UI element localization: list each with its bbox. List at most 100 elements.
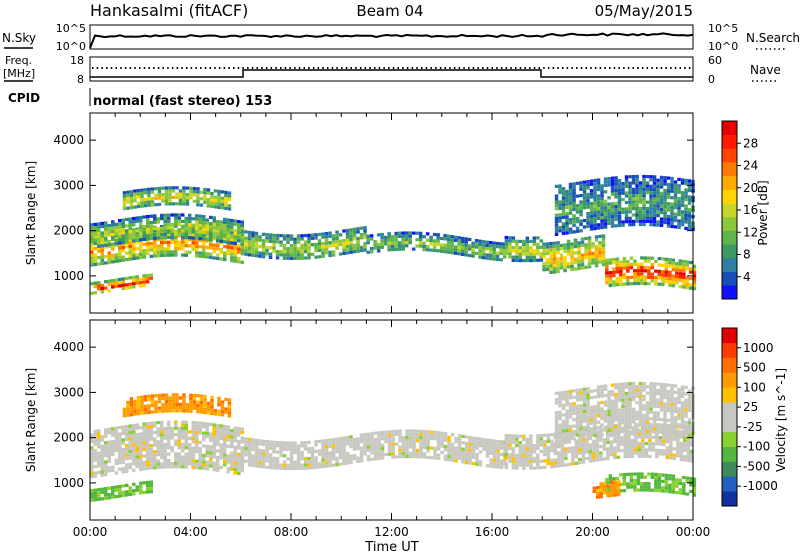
heatmap-cell: [419, 452, 423, 456]
heatmap-cell: [621, 188, 625, 192]
heatmap-cell: [146, 239, 150, 243]
heatmap-cell: [565, 202, 569, 206]
heatmap-cell: [352, 234, 357, 238]
heatmap-cell: [100, 231, 104, 235]
heatmap-cell: [654, 472, 658, 476]
heatmap-cell: [230, 249, 234, 253]
heatmap-cell: [525, 255, 530, 259]
heatmap-cell: [328, 241, 332, 245]
heatmap-cell: [598, 247, 602, 251]
heatmap-cell: [677, 203, 681, 207]
heatmap-cell: [198, 251, 202, 255]
heatmap-cell: [608, 258, 613, 262]
colorbar-tick-label: 24: [743, 159, 758, 173]
heatmap-cell: [630, 442, 635, 446]
heatmap-cell: [191, 459, 195, 463]
heatmap-cell: [237, 430, 241, 434]
heatmap-cell: [461, 450, 465, 454]
heatmap-cell: [418, 238, 423, 242]
heatmap-cell: [114, 458, 118, 462]
heatmap-cell: [588, 459, 593, 463]
heatmap-cell: [157, 186, 162, 190]
heatmap-cell: [202, 460, 206, 464]
heatmap-cell: [405, 455, 409, 459]
heatmap-cell: [558, 219, 562, 223]
heatmap-cell: [676, 447, 680, 451]
heatmap-cell: [588, 446, 593, 450]
heatmap-cell: [436, 431, 441, 435]
heatmap-cell: [366, 237, 370, 242]
heatmap-cell: [342, 462, 346, 466]
heatmap-cell: [349, 444, 353, 449]
heatmap-cell: [464, 451, 469, 455]
heatmap-cell: [160, 436, 164, 440]
heatmap-cell: [467, 237, 472, 242]
heatmap-cell: [589, 195, 594, 199]
heatmap-cell: [678, 269, 683, 273]
heatmap-cell: [195, 459, 199, 463]
heatmap-cell: [649, 404, 653, 408]
heatmap-cell: [439, 249, 444, 253]
heatmap-cell: [307, 460, 311, 464]
heatmap-cell: [212, 237, 216, 241]
heatmap-cell: [146, 434, 150, 438]
heatmap-cell: [557, 457, 561, 461]
heatmap-cell: [163, 229, 167, 233]
heatmap-cell: [468, 435, 472, 440]
heatmap-cell: [619, 270, 623, 274]
heatmap-cell: [558, 213, 562, 217]
heatmap-cell: [591, 242, 595, 246]
heatmap-cell: [663, 405, 667, 409]
heatmap-cell: [552, 267, 557, 271]
heatmap-cell: [394, 238, 398, 242]
heatmap-cell: [142, 283, 146, 287]
heatmap-cell: [656, 430, 660, 434]
heatmap-cell: [584, 243, 588, 247]
heatmap-cell: [223, 463, 227, 467]
heatmap-cell: [492, 455, 497, 459]
heatmap-cell: [539, 258, 544, 262]
heatmap-cell: [595, 442, 600, 446]
heatmap-cell: [605, 271, 609, 275]
heatmap-cell: [210, 192, 214, 196]
heatmap-cell: [670, 208, 674, 213]
heatmap-cell: [164, 189, 169, 193]
heatmap-cell: [558, 229, 562, 233]
heatmap-cell: [307, 233, 311, 237]
heatmap-cell: [93, 235, 97, 239]
heatmap-cell: [429, 248, 433, 252]
heatmap-cell: [296, 457, 301, 461]
heatmap-cell: [135, 488, 139, 492]
heatmap-cell: [638, 190, 643, 195]
heatmap-cell: [212, 432, 216, 437]
heatmap-cell: [663, 176, 667, 180]
heatmap-cell: [147, 394, 151, 398]
heatmap-cell: [125, 428, 129, 432]
heatmap-cell: [168, 406, 172, 410]
heatmap-cell: [586, 422, 590, 426]
heatmap-cell: [184, 220, 188, 224]
heatmap-cell: [289, 256, 294, 260]
heatmap-cell: [100, 487, 104, 491]
heatmap-cell: [132, 278, 136, 283]
heatmap-cell: [188, 455, 192, 460]
heatmap-cell: [619, 482, 623, 486]
heatmap-cell: [553, 464, 558, 468]
heatmap-cell: [645, 216, 650, 220]
heatmap-cell: [515, 466, 519, 470]
heatmap-cell: [93, 226, 97, 230]
heatmap-cell: [394, 442, 399, 446]
nsky-panel-frame: [89, 24, 694, 50]
heatmap-cell: [300, 441, 304, 445]
heatmap-cell: [226, 252, 230, 256]
heatmap-cell: [443, 444, 448, 449]
heatmap-cell: [689, 270, 693, 274]
heatmap-cell: [668, 270, 672, 274]
heatmap-cell: [645, 417, 650, 421]
heatmap-cell: [508, 440, 512, 444]
heatmap-cell: [261, 442, 266, 447]
heatmap-cell: [614, 424, 618, 428]
heatmap-cell: [577, 241, 581, 245]
heatmap-cell: [607, 419, 611, 423]
heatmap-cell: [586, 205, 590, 209]
